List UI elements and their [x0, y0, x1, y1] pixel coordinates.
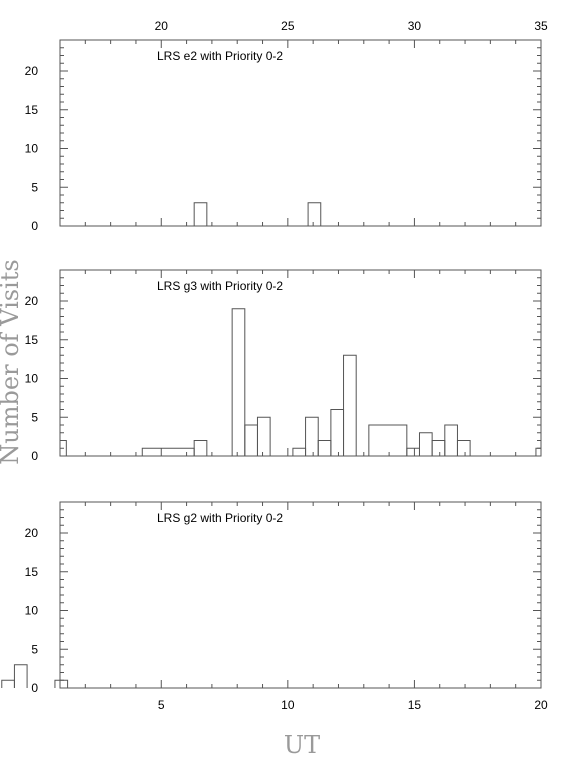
y-tick-label: 0: [31, 449, 38, 463]
bottom-x-tick-label: 20: [534, 698, 548, 712]
y-tick-label: 10: [25, 604, 39, 618]
top-x-tick-label: 20: [155, 19, 169, 33]
histogram-bar: [13, 664, 28, 688]
histogram-bar: [330, 409, 345, 456]
y-tick-label: 20: [25, 64, 39, 78]
panel-frame: [59, 501, 542, 689]
bottom-x-tick-label: 15: [408, 698, 422, 712]
panel-title: LRS g3 with Priority 0-2: [157, 279, 283, 293]
y-tick-label: 15: [25, 103, 39, 117]
y-tick-label: 15: [25, 333, 39, 347]
y-axis-label: Number of Visits: [0, 259, 24, 464]
y-tick-label: 5: [31, 180, 38, 194]
panel-3: 0 5 10 15 20 LRS g2 with Priority 0-2: [1, 501, 542, 695]
y-tick-label: 20: [25, 294, 39, 308]
bottom-x-tick-label: 5: [158, 698, 165, 712]
histogram-bar: [244, 424, 258, 456]
histogram-bar: [193, 440, 208, 456]
histogram-bar: [1, 679, 15, 688]
y-tick-label: 10: [25, 372, 39, 386]
panel-title: LRS e2 with Priority 0-2: [157, 49, 283, 63]
panel-1: 0 5 10 15 20 LRS e2 with Priority 0-2: [25, 39, 542, 233]
histogram-bar: [193, 202, 208, 226]
y-tick-label: 0: [31, 219, 38, 233]
histogram-bar: [307, 202, 322, 226]
histogram-bar: [406, 447, 420, 456]
panel-frame: [59, 269, 542, 457]
y-tick-label: 5: [31, 642, 38, 656]
top-x-tick-label: 30: [408, 19, 422, 33]
bottom-x-tick-label: 10: [281, 698, 295, 712]
histogram-bar: [54, 679, 69, 688]
y-tick-label: 20: [25, 526, 39, 540]
histogram-bar: [317, 440, 332, 456]
histogram-bar: [59, 440, 67, 456]
y-tick-label: 10: [25, 142, 39, 156]
panels: 0 5 10 15 20 LRS e2 with Priority 0-2 0 5 10 15 20…: [1, 19, 548, 712]
x-axis-label: UT: [284, 731, 320, 759]
histogram-bar: [343, 354, 357, 456]
histogram-bar: [456, 440, 471, 456]
top-x-tick-label: 25: [281, 19, 295, 33]
histogram-bar: [368, 424, 408, 456]
histogram-bar: [256, 416, 271, 456]
histogram-bar: [292, 447, 307, 456]
histogram-bar: [231, 308, 246, 456]
histogram-bar: [305, 416, 319, 456]
y-tick-label: 15: [25, 565, 39, 579]
histogram-bar: [431, 440, 446, 456]
y-tick-label: 0: [31, 681, 38, 695]
y-tick-label: 5: [31, 410, 38, 424]
panel-frame: [59, 39, 542, 227]
histogram-bar: [444, 424, 458, 456]
panel-title: LRS g2 with Priority 0-2: [157, 511, 283, 525]
histogram-bar: [535, 447, 542, 456]
top-x-tick-label: 35: [534, 19, 548, 33]
histogram-bar: [418, 432, 433, 456]
panel-2: 0 5 10 15 20 LRS g3 with Priority 0-2: [25, 269, 542, 463]
